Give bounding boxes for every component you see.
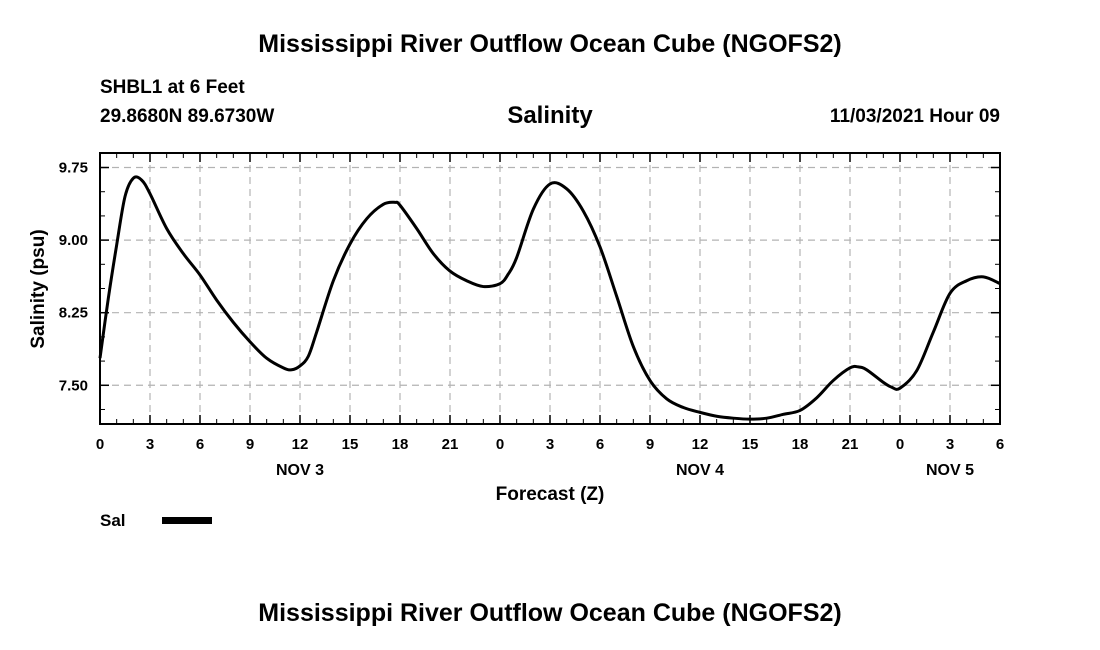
legend-label: Sal bbox=[100, 511, 126, 530]
x-tick-label: 3 bbox=[146, 436, 154, 453]
x-tick-label: 15 bbox=[342, 436, 359, 453]
series-layer bbox=[98, 175, 1001, 421]
x-tick-label: 6 bbox=[596, 436, 604, 453]
y-axis-title: Salinity (psu) bbox=[28, 229, 49, 348]
date-label: NOV 5 bbox=[926, 462, 974, 479]
plot-frame bbox=[99, 152, 1001, 425]
x-tick-label: 12 bbox=[292, 436, 309, 453]
date-label: NOV 3 bbox=[276, 462, 324, 479]
x-tick-label: 21 bbox=[842, 436, 859, 453]
station-coords: 29.8680N 89.6730W bbox=[100, 106, 275, 127]
y-tick-label: 9.00 bbox=[59, 232, 88, 249]
x-tick-label: 9 bbox=[646, 436, 654, 453]
chart-title-top: Mississippi River Outflow Ocean Cube (NG… bbox=[258, 30, 842, 58]
product-title: Salinity bbox=[507, 102, 593, 129]
x-tick-label: 6 bbox=[996, 436, 1004, 453]
date-label: NOV 4 bbox=[676, 462, 724, 479]
station-name: SHBL1 at 6 Feet bbox=[100, 77, 245, 98]
x-tick-label: 6 bbox=[196, 436, 204, 453]
legend-swatch bbox=[162, 517, 212, 524]
x-axis-title: Forecast (Z) bbox=[496, 484, 605, 505]
x-tick-label: 18 bbox=[792, 436, 809, 453]
x-tick-label: 12 bbox=[692, 436, 709, 453]
x-tick-label: 0 bbox=[96, 436, 104, 453]
y-tick-label: 7.50 bbox=[59, 377, 88, 394]
x-tick-label: 3 bbox=[946, 436, 954, 453]
x-tick-label: 0 bbox=[896, 436, 904, 453]
y-tick-label: 8.25 bbox=[59, 305, 88, 322]
x-tick-label: 15 bbox=[742, 436, 759, 453]
x-tick-label: 21 bbox=[442, 436, 459, 453]
grid-layer bbox=[100, 153, 1000, 424]
forecast-timestamp: 11/03/2021 Hour 09 bbox=[829, 106, 1000, 127]
series-line-sal bbox=[98, 175, 1001, 421]
tick-layer: 0 3 6 9 12 15 18 21 0 3 6 9 12 15 18 21 0 3 6 NOV 3 NOV 4 NOV… bbox=[59, 153, 1004, 479]
x-tick-label: 3 bbox=[546, 436, 554, 453]
y-tick-label: 9.75 bbox=[59, 160, 88, 177]
x-tick-label: 0 bbox=[496, 436, 504, 453]
x-tick-label: 9 bbox=[246, 436, 254, 453]
x-tick-label: 18 bbox=[392, 436, 409, 453]
chart-title-bottom: Mississippi River Outflow Ocean Cube (NG… bbox=[258, 599, 842, 627]
